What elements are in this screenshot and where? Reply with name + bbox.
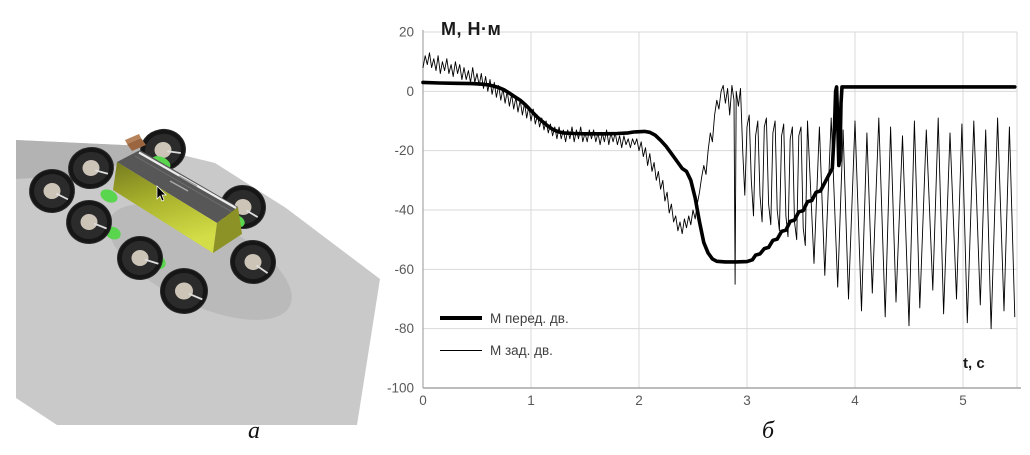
chart-series — [421, 52, 1017, 330]
deck-lettering — [169, 180, 189, 192]
robot-shadow — [108, 204, 292, 320]
chart-legend: М перед. дв. М зад. дв. — [440, 304, 569, 368]
x-tick-label: 2 — [635, 393, 643, 408]
robot-side-panel — [113, 162, 217, 253]
chart-grid — [422, 30, 1021, 389]
sensor-box — [125, 134, 141, 144]
robot — [29, 128, 276, 315]
y-tick-label: -100 — [387, 381, 414, 396]
robot-wheel — [117, 235, 163, 281]
x-axis-title: t, с — [963, 355, 985, 372]
y-axis-title: М, Н·м — [441, 19, 502, 39]
legend-label: М перед. дв. — [490, 310, 569, 326]
x-tick-label: 1 — [527, 393, 535, 408]
x-tick-label: 5 — [959, 393, 967, 408]
chart-tick-labels: 20 0 -20 -40 -60 -80 -100 0 1 2 3 4 5 — [387, 25, 967, 409]
robot-deck — [117, 150, 238, 223]
subfigure-label-b: б — [761, 418, 775, 444]
deck-edge — [134, 155, 233, 213]
y-tick-label: -40 — [394, 203, 414, 218]
y-tick-label: -80 — [394, 321, 414, 336]
deck-lettering — [178, 175, 198, 187]
legend-thick-line-sample — [440, 316, 482, 320]
robot-wheel — [29, 168, 75, 214]
x-tick-label: 4 — [851, 393, 859, 408]
subfigure-label-a: а — [248, 418, 260, 444]
simulation-render-3d — [16, 128, 380, 425]
legend-thin-line-sample — [440, 349, 482, 351]
legend-label: М зад. дв. — [490, 342, 553, 358]
series-front-motor-line — [421, 80, 1017, 264]
robot-wheel — [68, 146, 114, 190]
cursor-icon — [156, 185, 167, 202]
y-tick-label: -60 — [394, 262, 414, 277]
y-tick-label: -20 — [394, 143, 414, 158]
y-tick-label: 20 — [399, 25, 414, 40]
x-tick-label: 3 — [743, 393, 751, 408]
legend-item-rear-motor: М зад. дв. — [440, 336, 569, 364]
legend-item-front-motor: М перед. дв. — [440, 304, 569, 332]
wheel-mount — [100, 189, 118, 203]
sensor-box — [127, 138, 146, 151]
robot-wheel — [66, 199, 112, 245]
robot-front-face — [213, 207, 242, 253]
x-tick-label: 0 — [419, 393, 427, 408]
robot-wheel — [230, 239, 276, 285]
robot-wheel — [160, 267, 208, 315]
y-tick-label: 0 — [406, 84, 414, 99]
series-rear-motor-line — [422, 52, 1016, 330]
